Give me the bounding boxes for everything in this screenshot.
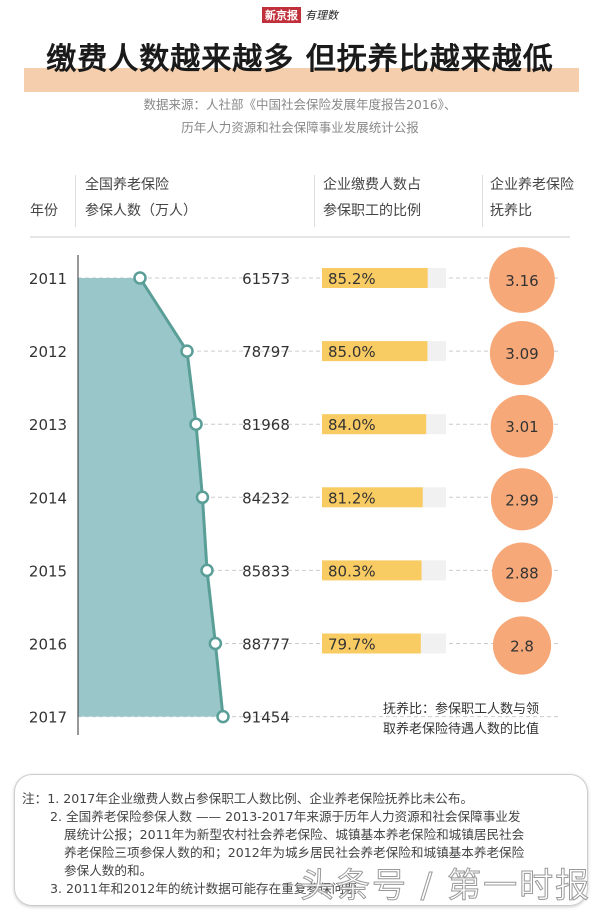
dependency-label: 3.01 bbox=[505, 418, 538, 436]
ratio-label: 85.0% bbox=[328, 343, 376, 361]
insured-point bbox=[180, 344, 194, 358]
definition-line1: 抚养比：参保职工人数与领 bbox=[383, 702, 540, 717]
header-divider bbox=[30, 236, 570, 238]
logo-column: 有理数 bbox=[305, 9, 338, 22]
ratio-label: 80.3% bbox=[328, 562, 376, 580]
dependency-bubble bbox=[490, 394, 554, 458]
ratio-label: 81.2% bbox=[328, 489, 376, 507]
dependency-bubble bbox=[492, 542, 552, 603]
year-label: 2017 bbox=[29, 709, 67, 727]
note-2-cont: 养老保险三项参保人数的和；2012年为城乡居民社会养老保险和城镇基本养老保险 bbox=[64, 845, 525, 860]
header-insured-line2: 参保人数（万人） bbox=[85, 203, 197, 219]
header-year: 年份 bbox=[30, 203, 58, 219]
insured-value: 61573 bbox=[242, 270, 290, 288]
insured-point bbox=[195, 490, 210, 505]
insured-value: 85833 bbox=[242, 562, 290, 580]
ratio-bar bbox=[322, 341, 428, 362]
header-insured: 全国养老保险 参保人数（万人） bbox=[85, 172, 197, 224]
insured-value: 84232 bbox=[242, 489, 290, 507]
ratio-bar bbox=[322, 487, 423, 508]
header-ratio: 企业缴费人数占 参保职工的比例 bbox=[323, 172, 421, 224]
header-ratio-line1: 企业缴费人数占 bbox=[323, 177, 421, 193]
dependency-bubble bbox=[489, 247, 555, 313]
divider bbox=[482, 175, 483, 227]
insured-point bbox=[189, 417, 203, 431]
dependency-bubble bbox=[489, 320, 555, 386]
insured-area bbox=[78, 278, 223, 717]
dependency-label: 3.16 bbox=[505, 272, 538, 290]
dependency-label: 2.8 bbox=[510, 638, 534, 656]
header-dependency: 企业养老保险 抚养比 bbox=[490, 172, 574, 224]
divider bbox=[75, 175, 76, 227]
note-2: 2. 全国养老保险参保人数 —— 2013-2017年来源于历年人力资源和社会保… bbox=[50, 809, 521, 824]
notes-box bbox=[14, 774, 588, 906]
insured-point bbox=[208, 636, 223, 651]
dependency-label: 2.99 bbox=[505, 491, 538, 509]
year-label: 2013 bbox=[29, 416, 67, 434]
ratio-bar bbox=[322, 633, 421, 654]
ratio-label: 85.2% bbox=[328, 270, 376, 288]
ratio-bar bbox=[322, 560, 422, 581]
note-2-cont: 展统计公报；2011年为新型农村社会养老保险、城镇基本养老保险和城镇居民社会 bbox=[64, 827, 525, 842]
insured-value: 91454 bbox=[242, 709, 290, 727]
definition-line2: 取养老保险待遇人数的比值 bbox=[383, 722, 540, 737]
dependency-bubble bbox=[490, 468, 554, 531]
chart: 2011 61573 85.2% 3.16 2012 78797 85.0% 3.09 2013… bbox=[29, 247, 560, 735]
insured-value: 81968 bbox=[242, 416, 290, 434]
insured-point bbox=[200, 563, 214, 578]
note-2-cont: 参保人数的和。 bbox=[64, 863, 153, 878]
header-ratio-line2: 参保职工的比例 bbox=[323, 203, 421, 219]
year-label: 2014 bbox=[29, 489, 67, 507]
dependency-label: 3.09 bbox=[505, 345, 538, 363]
dependency-label: 2.88 bbox=[505, 564, 538, 582]
insured-value: 78797 bbox=[242, 343, 290, 361]
year-label: 2016 bbox=[29, 636, 67, 654]
watermark: 头条号 / 第一时报 bbox=[299, 866, 592, 907]
header-insured-line1: 全国养老保险 bbox=[85, 177, 169, 193]
source-line-2: 历年人力资源和社会保障事业发展统计公报 bbox=[181, 120, 419, 135]
ratio-bar bbox=[322, 414, 427, 435]
note-3: 3. 2011年和2012年的统计数据可能存在重复参保问题 bbox=[50, 881, 357, 896]
insured-point bbox=[216, 709, 230, 724]
insured-value: 88777 bbox=[242, 636, 290, 654]
header-dependency-line2: 抚养比 bbox=[490, 203, 532, 219]
source-line-1: 数据来源：人社部《中国社会保险发展年度报告2016》、 bbox=[143, 97, 457, 112]
note-1: 注：1. 2017年企业缴费人数占参保职工人数比例、企业养老保险抚养比未公布。 bbox=[22, 791, 474, 806]
ratio-bar bbox=[322, 268, 428, 288]
logo: 新京报 有理数 bbox=[262, 7, 338, 23]
definition-note: 抚养比：参保职工人数与领 取养老保险待遇人数的比值 bbox=[383, 700, 539, 740]
insured-point bbox=[133, 271, 147, 285]
header-dependency-line1: 企业养老保险 bbox=[490, 177, 574, 193]
divider bbox=[314, 175, 315, 227]
year-label: 2015 bbox=[29, 562, 67, 580]
ratio-label: 84.0% bbox=[328, 416, 376, 434]
year-label: 2012 bbox=[29, 343, 67, 361]
page-title: 缴费人数越来越多 但抚养比越来越低 bbox=[46, 42, 554, 77]
ratio-label: 79.7% bbox=[328, 636, 376, 654]
year-label: 2011 bbox=[29, 270, 67, 288]
logo-brand: 新京报 bbox=[262, 7, 301, 23]
dependency-bubble bbox=[492, 616, 552, 675]
title-highlight bbox=[24, 68, 579, 92]
